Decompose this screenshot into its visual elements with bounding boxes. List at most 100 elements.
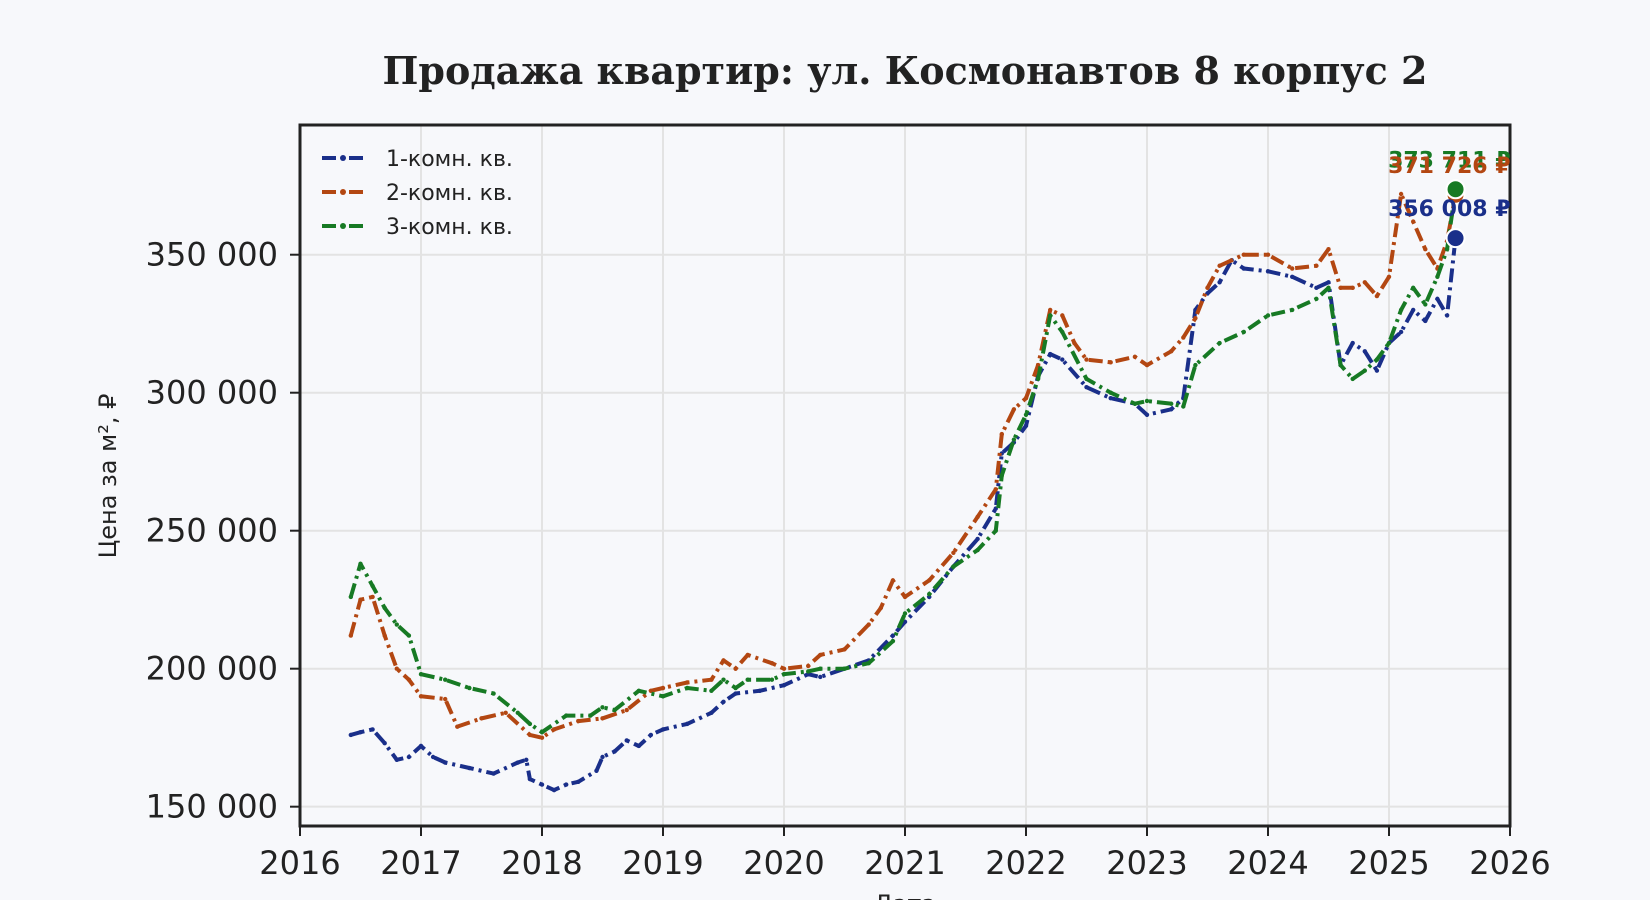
data-point <box>443 760 448 765</box>
data-point <box>1398 191 1404 197</box>
data-point <box>1217 340 1222 346</box>
data-point <box>1048 307 1053 313</box>
y-tick-label: 300 000 <box>146 374 278 412</box>
data-point <box>745 652 750 658</box>
data-point <box>418 694 424 699</box>
y-axis-label: Цена за м², ₽ <box>94 394 122 559</box>
data-point <box>1374 357 1380 362</box>
x-tick-label: 2020 <box>743 844 824 882</box>
data-point <box>975 514 980 520</box>
data-point <box>993 487 998 492</box>
data-point <box>1326 285 1331 291</box>
data-point <box>993 528 998 533</box>
data-point <box>594 768 599 774</box>
data-point <box>348 633 354 638</box>
data-point <box>1350 340 1355 346</box>
data-point <box>1011 407 1017 412</box>
data-point <box>1205 285 1210 291</box>
data-point <box>467 685 472 691</box>
data-point <box>564 782 569 787</box>
data-point <box>1444 246 1450 252</box>
data-point <box>685 721 690 727</box>
data-point <box>660 685 666 691</box>
data-point <box>430 754 436 760</box>
data-point <box>1108 396 1113 401</box>
data-point <box>1423 302 1428 307</box>
data-point <box>382 633 387 638</box>
data-point <box>1060 313 1065 318</box>
data-point <box>1048 351 1053 357</box>
data-point <box>600 716 605 721</box>
data-point <box>951 550 956 555</box>
data-point <box>685 685 690 691</box>
end-value-label: 356 008 ₽ <box>1388 197 1510 222</box>
data-point <box>636 688 641 693</box>
data-point <box>1144 398 1150 404</box>
data-point <box>866 660 871 666</box>
series-line-2 <box>348 192 1458 740</box>
data-point <box>1011 437 1017 442</box>
data-point <box>806 669 811 674</box>
data-point <box>1084 357 1089 362</box>
data-point <box>781 666 787 671</box>
data-point <box>539 782 545 787</box>
data-point <box>1181 335 1186 340</box>
legend-label: 3-комн. кв. <box>386 215 513 240</box>
legend-label: 1-комн. кв. <box>386 147 513 172</box>
data-point <box>927 578 932 583</box>
data-point <box>1023 412 1029 417</box>
data-point <box>1398 307 1404 313</box>
data-point <box>524 757 529 762</box>
x-tick-label: 2016 <box>259 844 340 882</box>
data-point <box>999 431 1004 437</box>
data-point <box>733 666 738 671</box>
legend-marker <box>340 189 346 195</box>
x-tick-label: 2025 <box>1348 844 1429 882</box>
data-point <box>1132 354 1138 360</box>
data-point <box>612 707 617 713</box>
data-point <box>1350 376 1355 382</box>
data-point <box>370 583 375 589</box>
data-point <box>927 591 932 597</box>
data-point <box>1023 396 1029 401</box>
data-point <box>1411 219 1416 224</box>
x-tick-label: 2019 <box>622 844 703 882</box>
data-point <box>975 547 980 553</box>
data-point <box>551 787 557 793</box>
data-point <box>890 638 896 644</box>
data-point <box>1435 274 1440 279</box>
data-point <box>878 605 883 611</box>
data-point <box>1181 404 1186 409</box>
data-point <box>551 727 557 732</box>
data-point <box>624 707 629 713</box>
data-point <box>1193 315 1198 321</box>
data-point <box>1411 307 1416 313</box>
data-point <box>769 660 775 666</box>
data-point <box>1048 313 1053 318</box>
data-point <box>1338 362 1343 368</box>
data-point <box>902 611 908 616</box>
data-point <box>527 776 533 782</box>
data-point <box>745 677 750 682</box>
data-point <box>588 713 593 718</box>
data-point <box>1314 285 1319 291</box>
data-point <box>443 696 448 702</box>
data-point <box>709 688 714 693</box>
data-point <box>564 713 569 718</box>
x-tick-label: 2018 <box>501 844 582 882</box>
data-point <box>1217 263 1222 268</box>
data-point <box>1241 329 1247 335</box>
x-tick-label: 2026 <box>1469 844 1550 882</box>
data-point <box>358 729 363 735</box>
data-point <box>1326 280 1331 285</box>
data-point <box>539 729 545 735</box>
data-point <box>576 779 581 785</box>
data-point <box>709 677 714 682</box>
data-point <box>1265 269 1271 274</box>
data-point <box>527 732 533 738</box>
data-point <box>1265 252 1271 257</box>
data-point <box>1084 376 1089 382</box>
data-point <box>721 658 726 663</box>
data-point <box>1338 285 1343 291</box>
data-point <box>902 594 908 600</box>
